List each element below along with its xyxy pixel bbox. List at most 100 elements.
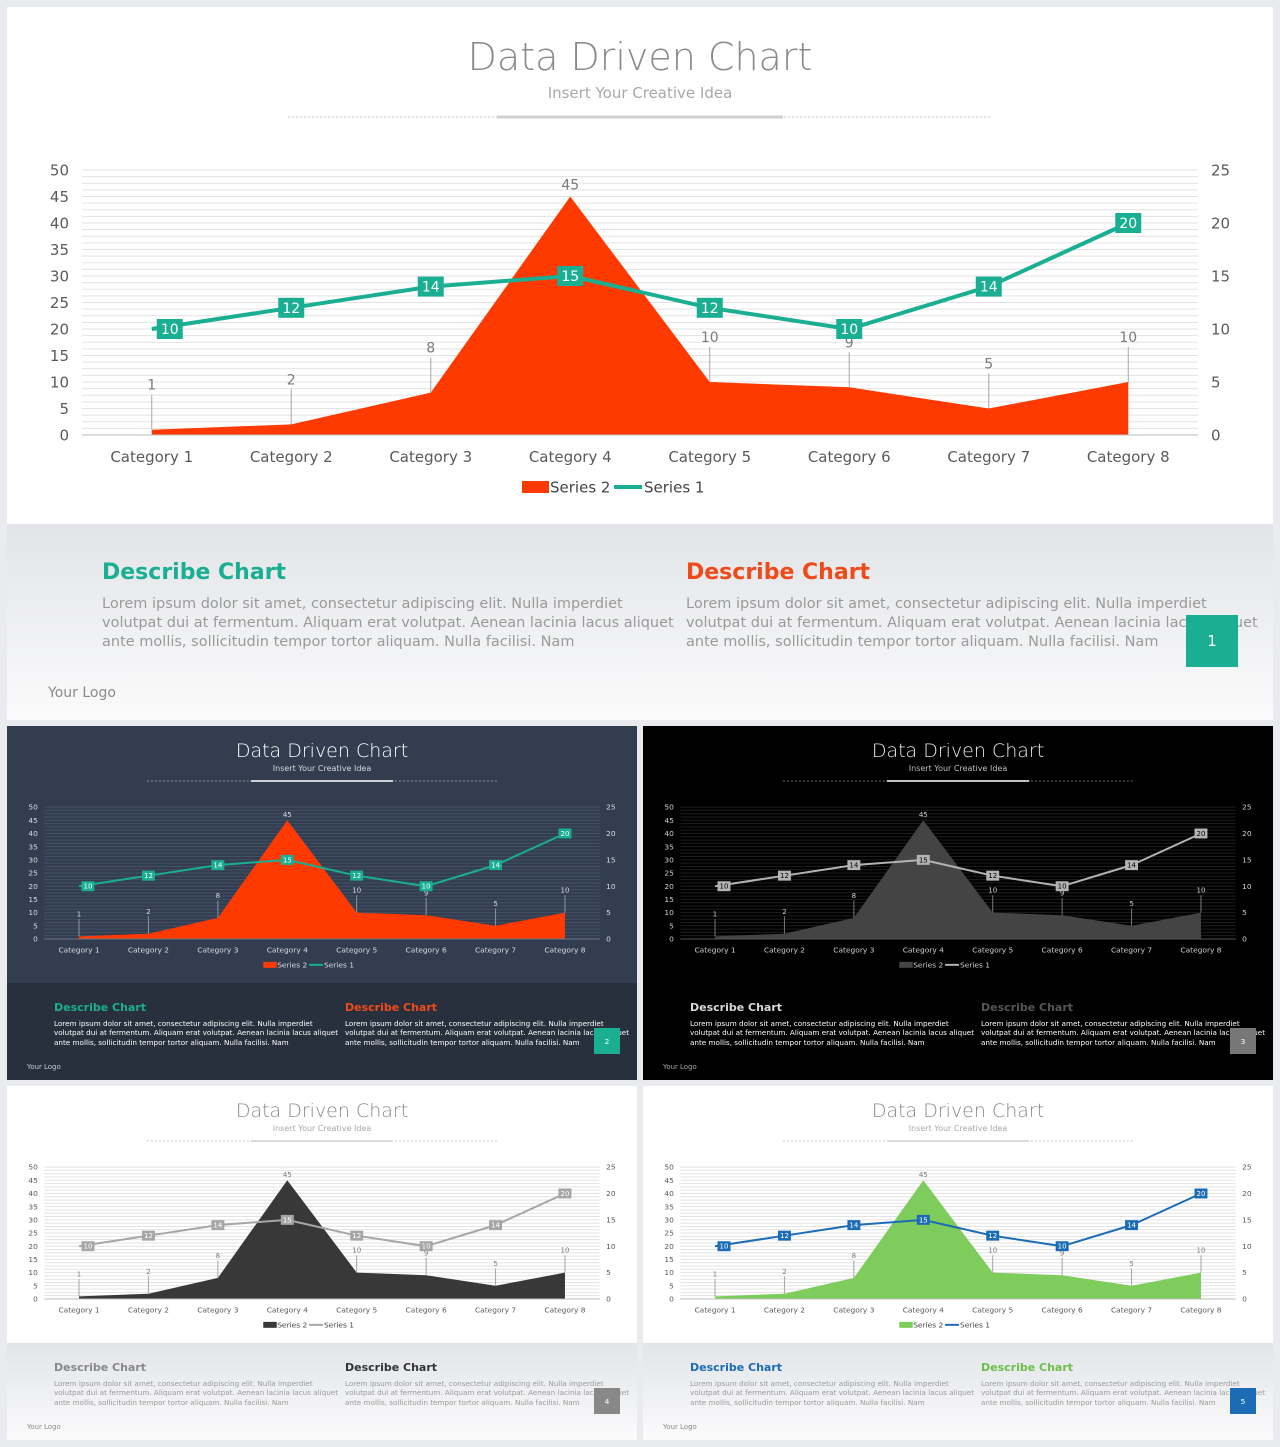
category-label: Category 3 xyxy=(389,448,472,466)
category-label: Category 5 xyxy=(668,448,751,466)
left-axis-tick-label: 50 xyxy=(28,1163,38,1172)
series-1-marker xyxy=(717,881,731,892)
right-axis-tick-label: 20 xyxy=(1242,829,1252,838)
description-panel xyxy=(7,524,1273,720)
legend-series-2-label: Series 2 xyxy=(550,478,610,496)
left-axis-tick-label: 15 xyxy=(28,895,38,904)
slide-5: Data Driven Chart Insert Your Creative Id… xyxy=(643,1086,1273,1440)
series-1-data-label: 12 xyxy=(780,872,789,880)
series-1-marker xyxy=(81,881,95,892)
left-axis-tick-label: 40 xyxy=(664,829,674,838)
series-1-data-label: 12 xyxy=(988,1232,997,1240)
series-1-data-label: 12 xyxy=(144,1232,153,1240)
series-2-data-label: 5 xyxy=(1129,1260,1133,1268)
category-label: Category 6 xyxy=(1042,1305,1083,1314)
series-2-data-label: 10 xyxy=(1197,887,1206,895)
describe-chart-body-right: Lorem ipsum dolor sit amet, consectetur … xyxy=(981,1019,1240,1028)
left-axis-tick-label: 5 xyxy=(33,921,38,930)
left-axis-tick-label: 50 xyxy=(664,1163,674,1172)
category-label: Category 7 xyxy=(947,448,1030,466)
category-label: Category 1 xyxy=(58,1305,99,1314)
describe-chart-body-left: Lorem ipsum dolor sit amet, consectetur … xyxy=(690,1379,949,1388)
logo-text: Your Logo xyxy=(27,1063,61,1071)
series-1-data-label: 15 xyxy=(283,856,292,864)
right-axis-tick-label: 15 xyxy=(1242,855,1252,864)
page-number-box: 3 xyxy=(1230,1028,1256,1054)
legend-series-2-swatch xyxy=(522,481,549,493)
left-axis-tick-label: 20 xyxy=(664,1242,674,1251)
description-panel xyxy=(7,1343,637,1440)
series-1-data-label: 10 xyxy=(422,1243,431,1251)
series-2-data-label: 9 xyxy=(845,335,854,351)
left-axis-tick-label: 25 xyxy=(664,1229,674,1238)
describe-chart-heading-left: Describe Chart xyxy=(102,560,287,585)
right-axis-tick-label: 15 xyxy=(606,855,616,864)
left-axis-tick-label: 35 xyxy=(28,1202,38,1211)
series-1-data-label: 10 xyxy=(161,322,179,338)
series-2-data-label: 9 xyxy=(1060,1249,1064,1257)
describe-chart-body-left: volutpat dui at fermentum. Aliquam erat … xyxy=(690,1028,975,1037)
slide-2: Data Driven Chart Insert Your Creative Id… xyxy=(7,726,637,1080)
describe-chart-body-right: ante mollis, sollicitudin tempor tortor … xyxy=(686,634,1159,650)
series-1-marker xyxy=(1125,1220,1139,1231)
category-label: Category 5 xyxy=(336,945,377,954)
series-1-marker xyxy=(1115,213,1142,233)
legend-series-2-label: Series 2 xyxy=(913,1321,943,1330)
slide-4: Data Driven Chart Insert Your Creative Id… xyxy=(7,1086,637,1440)
series-1-line xyxy=(151,221,1130,331)
describe-chart-heading-right: Describe Chart xyxy=(686,560,871,585)
series-1-data-label: 12 xyxy=(144,872,153,880)
describe-chart-heading-left: Describe Chart xyxy=(690,1361,783,1374)
page-number-box: 2 xyxy=(594,1028,620,1054)
series-1-marker xyxy=(1125,860,1139,871)
describe-chart-body-left: Lorem ipsum dolor sit amet, consectetur … xyxy=(102,596,623,612)
series-2-data-label: 8 xyxy=(216,892,220,900)
category-label: Category 7 xyxy=(475,945,516,954)
describe-chart-heading-right: Describe Chart xyxy=(345,1361,438,1374)
series-1-data-label: 10 xyxy=(422,883,431,891)
left-axis-tick-label: 35 xyxy=(50,241,69,259)
series-2-data-label: 10 xyxy=(1119,330,1137,346)
series-1-marker xyxy=(847,1220,861,1231)
series-1-marker xyxy=(156,319,183,339)
describe-chart-body-left: ante mollis, sollicitudin tempor tortor … xyxy=(690,1038,925,1047)
chart-subtitle: Insert Your Creative Idea xyxy=(272,1124,372,1133)
right-axis-tick-label: 0 xyxy=(606,935,611,944)
describe-chart-body-right: volutpat dui at fermentum. Aliquam erat … xyxy=(981,1388,1266,1397)
describe-chart-body-left: volutpat dui at fermentum. Aliquam erat … xyxy=(102,615,674,631)
right-axis-tick-label: 5 xyxy=(606,908,611,917)
series-2-data-label: 10 xyxy=(561,887,570,895)
describe-chart-body-right: ante mollis, sollicitudin tempor tortor … xyxy=(345,1038,580,1047)
left-axis-tick-label: 0 xyxy=(33,935,38,944)
series-1-marker xyxy=(717,1241,731,1252)
left-axis-tick-label: 45 xyxy=(28,1176,38,1185)
describe-chart-body-left: Lorem ipsum dolor sit amet, consectetur … xyxy=(54,1379,313,1388)
left-axis-tick-label: 20 xyxy=(664,882,674,891)
series-1-line xyxy=(78,1192,566,1248)
right-axis-tick-label: 20 xyxy=(606,829,616,838)
legend-series-2-swatch xyxy=(899,1321,913,1328)
right-axis-tick-label: 15 xyxy=(1242,1215,1252,1224)
series-2-data-label: 10 xyxy=(561,1247,570,1255)
series-1-marker xyxy=(696,297,723,318)
series-1-marker xyxy=(916,854,930,865)
series-1-data-label: 12 xyxy=(780,1232,789,1240)
series-1-data-label: 10 xyxy=(720,883,729,891)
left-axis-tick-label: 15 xyxy=(50,347,69,365)
legend-series-1-label: Series 1 xyxy=(324,1321,354,1330)
series-1-marker xyxy=(350,870,364,881)
chart-title: Data Driven Chart xyxy=(235,740,409,762)
describe-chart-body-left: volutpat dui at fermentum. Aliquam erat … xyxy=(54,1028,339,1037)
left-axis-tick-label: 30 xyxy=(28,855,38,864)
series-2-data-label: 2 xyxy=(146,1268,150,1276)
chart-title: Data Driven Chart xyxy=(871,1100,1045,1122)
describe-chart-body-left: volutpat dui at fermentum. Aliquam erat … xyxy=(54,1388,339,1397)
series-2-data-label: 10 xyxy=(352,887,361,895)
category-label: Category 2 xyxy=(128,945,169,954)
right-axis-tick-label: 20 xyxy=(1242,1189,1252,1198)
series-2-area xyxy=(715,1180,1201,1299)
series-1-marker xyxy=(350,1230,364,1241)
right-axis-tick-label: 0 xyxy=(1211,426,1221,444)
